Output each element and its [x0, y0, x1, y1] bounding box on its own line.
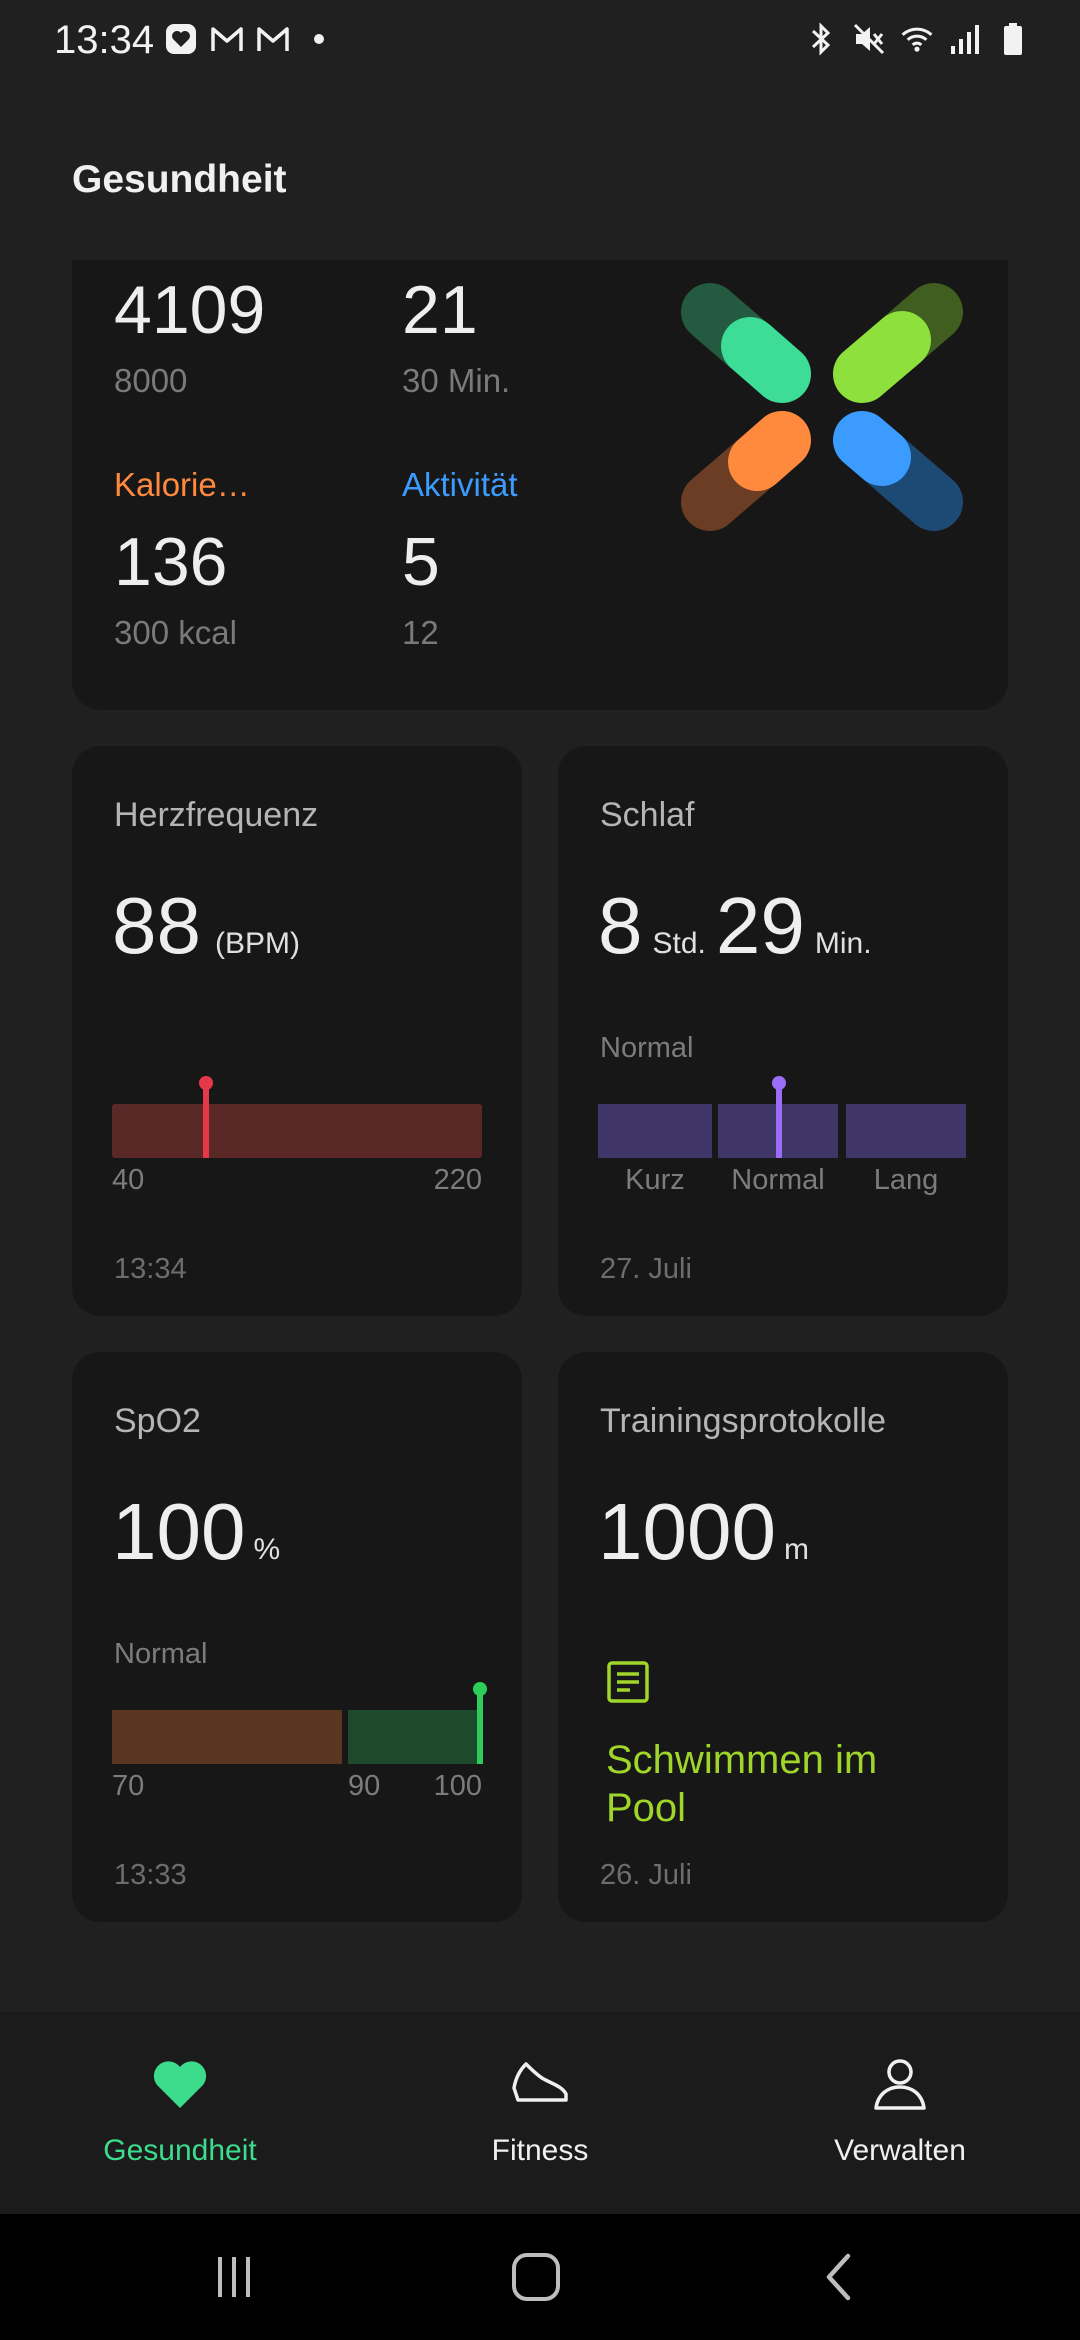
heart-rate-marker	[203, 1080, 209, 1158]
back-button[interactable]	[738, 2214, 938, 2340]
nav-label-verwalten: Verwalten	[834, 2134, 966, 2167]
exercise-goal: 30 Min.	[402, 362, 511, 399]
spo2-value: 100 %	[112, 1492, 280, 1572]
heart-rate-unit: (BPM)	[214, 927, 300, 960]
gmail-icon	[256, 22, 290, 56]
bottom-navigation: Gesundheit Fitness Verwalten	[0, 2012, 1080, 2214]
heart-rate-value: 88 (BPM)	[112, 886, 300, 966]
spo2-tick-100: 100	[433, 1770, 482, 1802]
training-activity-name: Schwimmen im Pool	[606, 1738, 878, 1830]
nav-item-fitness[interactable]: Fitness	[360, 2012, 720, 2214]
sleep-minutes: 29	[715, 881, 805, 970]
spo2-marker-dot	[473, 1682, 487, 1696]
document-icon	[607, 1661, 649, 1703]
heart-rate-number: 88	[112, 881, 201, 970]
training-date: 26. Juli	[600, 1859, 692, 1891]
sleep-label-short: Kurz	[625, 1164, 685, 1196]
nav-label-fitness: Fitness	[491, 2134, 589, 2167]
home-icon	[512, 2253, 560, 2301]
calories-value: 136	[114, 524, 228, 600]
training-log-card[interactable]: Trainingsprotokolle 1000 m Schwimmen im …	[558, 1352, 1008, 1922]
exercise-value: 21	[402, 272, 478, 348]
person-icon	[872, 2052, 928, 2116]
battery-icon	[996, 22, 1030, 56]
activity-label: Aktivität	[402, 466, 518, 503]
spo2-marker	[477, 1686, 483, 1764]
signal-icon	[948, 22, 982, 56]
steps-goal: 8000	[114, 362, 188, 399]
spo2-status: Normal	[114, 1638, 208, 1670]
nav-item-gesundheit[interactable]: Gesundheit	[0, 2012, 360, 2214]
sleep-segment-long	[846, 1104, 966, 1158]
activity-summary-card[interactable]: 4109 8000 21 30 Min. Kalorie… 136 300 kc…	[72, 260, 1008, 710]
sleep-label-normal: Normal	[731, 1164, 825, 1196]
activity-rings-icon	[681, 283, 963, 531]
home-button[interactable]	[436, 2214, 636, 2340]
sleep-card[interactable]: Schlaf 8 Std. 29 Min. Normal Kurz Normal…	[558, 746, 1008, 1316]
system-navigation-bar	[0, 2214, 1080, 2340]
heart-rate-card[interactable]: Herzfrequenz 88 (BPM) 40 220 13:34	[72, 746, 522, 1316]
nav-item-verwalten[interactable]: Verwalten	[720, 2012, 1080, 2214]
spo2-title: SpO2	[114, 1402, 201, 1440]
sleep-label-long: Lang	[873, 1164, 939, 1196]
bluetooth-icon	[804, 22, 838, 56]
sleep-date: 27. Juli	[600, 1253, 692, 1285]
spo2-time: 13:33	[114, 1859, 187, 1891]
sleep-marker-dot	[772, 1076, 786, 1090]
sleep-minutes-unit: Min.	[814, 927, 872, 960]
heart-rate-min: 40	[112, 1164, 145, 1196]
health-app-icon	[164, 22, 198, 56]
spo2-normal-range-bar	[348, 1710, 482, 1764]
spo2-tick-70: 70	[112, 1770, 145, 1802]
mute-icon	[852, 22, 886, 56]
spo2-card[interactable]: SpO2 100 % Normal 70 90 100 13:33	[72, 1352, 522, 1922]
sleep-marker	[776, 1080, 782, 1158]
page-title: Gesundheit	[72, 158, 287, 201]
activity-metric: Aktivität 5 12	[402, 466, 518, 652]
spo2-number: 100	[112, 1487, 246, 1576]
sleep-value: 8 Std. 29 Min.	[598, 886, 872, 966]
wifi-icon	[900, 22, 934, 56]
heart-icon	[151, 2052, 209, 2116]
recents-button[interactable]	[134, 2214, 334, 2340]
training-distance: 1000	[598, 1487, 776, 1576]
steps-metric: 4109 8000	[114, 276, 265, 400]
calories-goal: 300 kcal	[114, 614, 237, 651]
activity-value: 5	[402, 524, 440, 600]
training-title: Trainingsprotokolle	[600, 1402, 886, 1440]
status-time: 13:34	[54, 18, 155, 62]
calories-label: Kalorie…	[114, 466, 250, 503]
heart-rate-range-bar	[112, 1104, 482, 1158]
shoe-icon	[510, 2052, 570, 2116]
nav-label-gesundheit: Gesundheit	[103, 2134, 257, 2167]
spo2-low-range-bar	[112, 1710, 342, 1764]
spo2-unit: %	[253, 1533, 281, 1566]
notification-icons	[164, 22, 336, 56]
heart-rate-max: 220	[433, 1164, 482, 1196]
recents-icon	[218, 2257, 250, 2297]
sleep-hours: 8	[598, 881, 643, 970]
exercise-metric: 21 30 Min.	[402, 276, 510, 400]
sleep-hours-unit: Std.	[652, 927, 706, 960]
status-bar: 13:34	[0, 0, 1080, 80]
system-status-icons	[804, 22, 1030, 56]
sleep-title: Schlaf	[600, 796, 695, 834]
spo2-tick-90: 90	[348, 1770, 381, 1802]
heart-rate-marker-dot	[199, 1076, 213, 1090]
training-unit: m	[783, 1533, 809, 1566]
heart-rate-title: Herzfrequenz	[114, 796, 319, 834]
dot-icon	[302, 22, 336, 56]
sleep-status: Normal	[600, 1032, 694, 1064]
training-value: 1000 m	[598, 1492, 809, 1572]
calories-metric: Kalorie… 136 300 kcal	[114, 466, 250, 652]
activity-goal: 12	[402, 614, 439, 651]
gmail-icon	[210, 22, 244, 56]
heart-rate-time: 13:34	[114, 1253, 187, 1285]
back-icon	[826, 2253, 851, 2301]
sleep-segment-short	[598, 1104, 712, 1158]
steps-value: 4109	[114, 272, 266, 348]
